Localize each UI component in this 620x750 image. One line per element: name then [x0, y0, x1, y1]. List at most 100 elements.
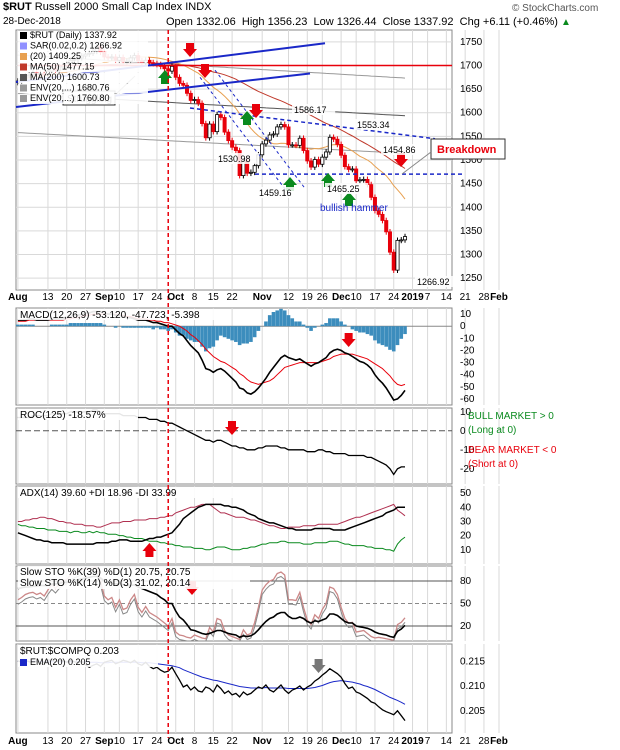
macd-histogram-bar	[245, 326, 249, 344]
macd-histogram-bar	[113, 326, 118, 328]
x-tick-label-bottom: 26	[317, 736, 329, 747]
macd-histogram-bar	[301, 324, 306, 327]
x-tick-label-bottom: 12	[283, 736, 295, 747]
macd-histogram-bar	[391, 326, 396, 352]
macd-y-tick-label: -60	[460, 394, 475, 405]
macd-histogram-bar	[237, 326, 242, 346]
candle-body	[290, 144, 295, 147]
price-legend-entry: (20) 1409.25	[30, 51, 81, 61]
macd-y-tick-label: -10	[460, 333, 475, 344]
price-legend-swatch	[20, 42, 27, 50]
candle-body	[200, 102, 205, 125]
sto-y-tick-label: 20	[460, 621, 472, 632]
up-arrow-icon: ▲	[561, 17, 571, 28]
macd-histogram-bar	[162, 326, 167, 330]
macd-histogram-bar	[132, 326, 137, 328]
macd-y-tick-label: 0	[460, 321, 466, 332]
price-y-tick-label: 1300	[460, 250, 483, 261]
macd-histogram-bar	[158, 326, 163, 330]
marker-arrow-icon	[311, 659, 326, 673]
macd-histogram-bar	[339, 321, 343, 327]
annotation-bullish-hammer: bullish hammer	[320, 203, 388, 214]
macd-histogram-bar	[380, 326, 385, 346]
adx-title-bg	[18, 487, 233, 498]
price-y-tick-label: 1550	[460, 131, 483, 142]
macd-histogram-bar	[241, 326, 246, 344]
candle-body	[335, 138, 340, 145]
candle-body	[320, 156, 325, 165]
macd-histogram-bar	[87, 323, 92, 327]
macd-histogram-bar	[335, 318, 340, 327]
macd-histogram-bar	[181, 326, 186, 336]
candle-body	[233, 146, 238, 151]
macd-histogram-bar	[365, 326, 370, 335]
macd-histogram-bar	[61, 324, 65, 327]
x-tick-label-bottom: Feb	[490, 736, 508, 747]
x-tick-label-bottom: 7	[425, 736, 431, 747]
x-tick-label-bottom: 13	[42, 736, 54, 747]
candle-body	[215, 114, 220, 133]
candle-body	[151, 62, 156, 65]
macd-histogram-bar	[267, 315, 272, 327]
x-tick-label-top: 2019	[401, 292, 424, 303]
candle-body	[271, 133, 276, 136]
macd-histogram-bar	[177, 326, 182, 336]
x-tick-label-bottom: Dec	[332, 736, 351, 747]
candle-body	[331, 136, 336, 140]
price-legend-entry: MA(50) 1477.15	[30, 62, 95, 72]
price-y-tick-label: 1350	[460, 226, 483, 237]
candle-body	[391, 251, 396, 271]
low-label: Low	[313, 16, 334, 28]
high-value: 1356.23	[267, 16, 308, 28]
candle-body	[305, 150, 310, 162]
trendline-dashed-blue	[189, 107, 436, 140]
macd-histogram-bar	[361, 326, 366, 333]
candle-body	[395, 239, 400, 271]
macd-histogram-bar	[204, 326, 208, 352]
macd-histogram-bar	[282, 310, 287, 327]
macd-histogram-bar	[350, 326, 355, 330]
sell-arrow-icon	[198, 64, 212, 78]
price-legend-bg	[18, 62, 148, 73]
candle-body	[387, 231, 392, 253]
sell-arrow-icon	[249, 104, 263, 118]
sto-y-tick-label: 80	[460, 576, 472, 587]
price-legend-bg	[18, 94, 148, 104]
price-legend-bg	[18, 73, 148, 83]
x-tick-label-bottom: Sep	[95, 736, 113, 747]
macd-histogram-bar	[354, 326, 358, 331]
x-tick-label-top: 14	[441, 292, 453, 303]
close-value: 1337.92	[413, 16, 454, 28]
candle-body	[350, 168, 355, 171]
x-tick-label-bottom: 14	[441, 736, 453, 747]
price-label: 1266.92	[417, 277, 450, 287]
macd-histogram-bar	[170, 326, 174, 330]
buy-arrow-icon	[142, 543, 157, 557]
price-legend-bg	[18, 31, 148, 41]
x-tick-label-top: Feb	[490, 292, 508, 303]
candle-body	[207, 123, 212, 139]
macd-histogram-bar	[222, 326, 227, 338]
roc-title-bg	[18, 409, 138, 420]
macd-histogram-bar	[188, 326, 193, 341]
channel-dashed-b	[214, 69, 306, 189]
annotation-box-breakdown	[430, 138, 506, 160]
macd-histogram-bar	[388, 326, 392, 350]
macd-histogram-bar	[328, 318, 332, 327]
macd-histogram-bar	[83, 323, 88, 327]
x-tick-label-top: 28	[478, 292, 490, 303]
ratio-ema-legend-swatch	[20, 659, 27, 666]
macd-histogram-bar	[192, 326, 197, 342]
price-y-tick-label: 1750	[460, 37, 483, 48]
macd-histogram-bar	[399, 326, 404, 339]
x-tick-label-bottom: 10	[114, 736, 126, 747]
plus-di-line	[17, 523, 406, 552]
macd-histogram-bar	[49, 324, 54, 327]
x-tick-label-bottom: 19	[302, 736, 314, 747]
price-legend-swatch	[20, 74, 27, 81]
open-value: 1332.06	[195, 16, 236, 28]
candle-body	[376, 210, 381, 215]
price-label-bg	[257, 187, 301, 198]
ratio-y-tick-label: 0.215	[460, 656, 485, 667]
